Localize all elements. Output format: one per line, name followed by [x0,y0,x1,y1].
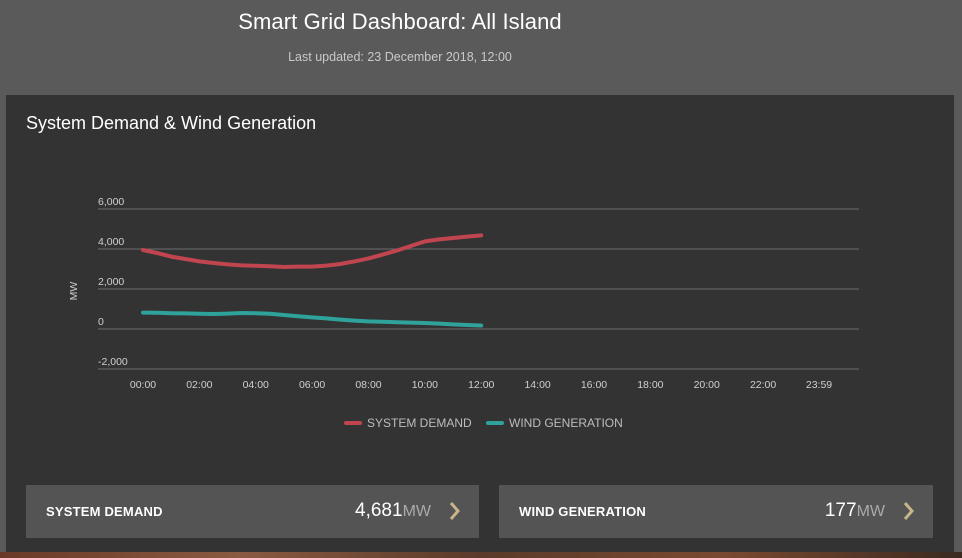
x-tick-label: 00:00 [130,379,156,391]
demand-wind-chart: 6,000 4,000 2,000 0 -2,000 00:00 02:00 04:00 06… [68,196,859,430]
chevron-right-icon[interactable] [449,501,461,521]
x-tick-label: 12:00 [468,379,494,391]
page-header: Smart Grid Dashboard: All Island Last up… [0,0,800,95]
grid-lines [98,208,859,370]
wind-generation-unit: MW [856,503,885,520]
y-tick-label: -2,000 [98,356,128,368]
x-tick-label: 20:00 [694,379,720,391]
system-demand-card[interactable]: SYSTEM DEMAND 4,681MW [26,485,479,538]
x-tick-label: 02:00 [186,379,212,391]
chevron-right-icon[interactable] [903,501,915,521]
x-tick-label: 08:00 [355,379,381,391]
legend-item-wind-generation[interactable]: WIND GENERATION [486,416,623,430]
page-title: Smart Grid Dashboard: All Island [238,9,562,34]
y-tick-label: 6,000 [98,196,124,208]
x-tick-label: 16:00 [581,379,607,391]
background-image-strip [0,552,962,558]
x-tick-label: 06:00 [299,379,325,391]
y-tick-label: 0 [98,316,104,328]
legend-label: WIND GENERATION [509,416,623,430]
legend-label: SYSTEM DEMAND [367,416,472,430]
chart-panel: System Demand & Wind Generation 6,000 4,0… [6,95,954,558]
last-updated-text: Last updated: 23 December 2018, 12:00 [288,50,512,64]
x-tick-label: 22:00 [750,379,776,391]
y-axis-label: MW [68,282,80,301]
x-tick-label: 10:00 [412,379,438,391]
system-demand-card-label: SYSTEM DEMAND [46,504,163,519]
wind-generation-number: 177 [824,500,857,521]
x-tick-label: 23:59 [806,379,832,391]
y-tick-label: 2,000 [98,276,124,288]
chart-legend[interactable]: SYSTEM DEMAND WIND GENERATION [344,416,623,430]
wind-generation-card[interactable]: WIND GENERATION 177MW [499,485,933,538]
series-lines [141,233,484,328]
x-tick-label: 18:00 [637,379,663,391]
y-tick-label: 4,000 [98,236,124,248]
system-demand-number: 4,681 [355,500,403,521]
wind-generation-value: 177MW [825,500,885,522]
series-line-wind-generation[interactable] [141,310,484,328]
system-demand-value: 4,681MW [355,500,431,522]
x-tick-label: 04:00 [243,379,269,391]
series-line-system-demand[interactable] [141,233,484,269]
x-axis: 00:00 02:00 04:00 06:00 08:00 10:00 12:00 14:00… [130,379,832,391]
wind-generation-card-label: WIND GENERATION [519,504,646,519]
system-demand-unit: MW [402,503,431,520]
panel-title: System Demand & Wind Generation [26,113,317,133]
x-tick-label: 14:00 [524,379,550,391]
y-axis: 6,000 4,000 2,000 0 -2,000 [98,196,128,368]
legend-item-system-demand[interactable]: SYSTEM DEMAND [344,416,472,430]
